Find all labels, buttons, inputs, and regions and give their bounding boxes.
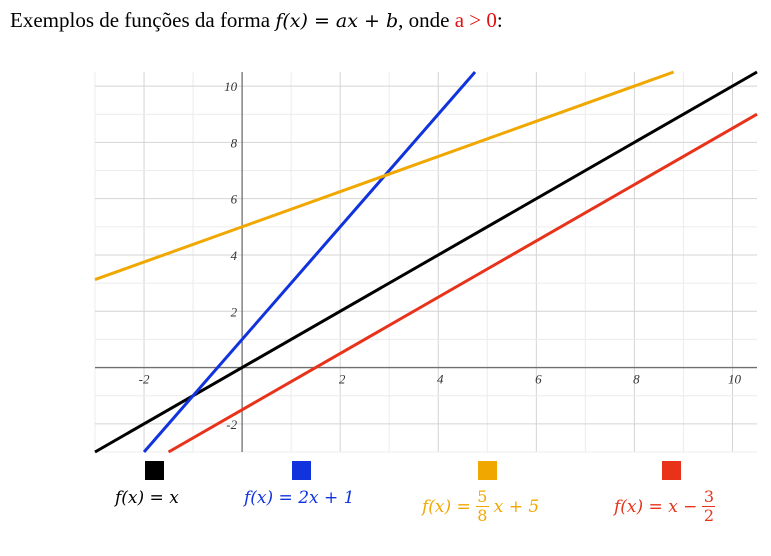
legend-swatch-blue [292, 461, 311, 480]
legend-label-identity: f(x) = x [115, 488, 179, 508]
legend-label-text: f(x) = x [115, 488, 179, 508]
legend-fraction: 5 8 [475, 487, 489, 525]
x-tick-label: 6 [535, 372, 542, 387]
y-tick-label: 2 [231, 304, 238, 319]
x-tick-label: 8 [633, 372, 640, 387]
legend-label-text: f(x) = 2x + 1 [244, 488, 355, 508]
heading-formula: f(x) = ax + b [275, 10, 399, 32]
tick-labels: -2 2 4 6 8 10 -2 2 4 6 8 10 [139, 79, 742, 432]
heading-prefix: Exemplos de funções da forma [10, 8, 276, 32]
legend-label-2x-plus-1: f(x) = 2x + 1 [244, 488, 354, 508]
x-tick-label: 10 [728, 372, 742, 387]
axes [95, 72, 757, 452]
legend-swatch-black [145, 461, 164, 480]
y-tick-label: 6 [231, 192, 238, 207]
x-tick-label: 2 [339, 372, 346, 387]
heading-middle: , onde [398, 8, 455, 32]
legend-swatch-red [662, 461, 681, 480]
y-tick-label: 10 [224, 79, 238, 94]
y-tick-label: 4 [231, 248, 238, 263]
legend-label-x-minus-3-2: f(x) = x − 3 2 [614, 487, 716, 525]
fraction-denominator: 8 [477, 506, 488, 525]
heading-condition: a > 0 [454, 8, 497, 32]
series-line-1 [142, 71, 477, 453]
legend-label-text: x + 5 [493, 496, 540, 517]
y-tick-label: 8 [231, 135, 238, 150]
series-line-3 [167, 112, 758, 454]
fraction-numerator: 3 [703, 487, 715, 506]
legend-fraction: 3 2 [702, 487, 716, 525]
legend-label-text: f(x) = [422, 496, 471, 517]
y-tick-label: -2 [226, 417, 237, 432]
series-line-2 [94, 70, 675, 282]
fraction-denominator: 2 [703, 506, 715, 525]
page-heading: Exemplos de funções da forma f(x) = ax +… [10, 8, 503, 33]
fraction-numerator: 5 [477, 487, 488, 506]
x-tick-label: -2 [139, 372, 150, 387]
legend-label-5-8x-plus-5: f(x) = 5 8 x + 5 [422, 488, 539, 525]
heading-suffix: : [496, 8, 503, 32]
series-lines [94, 70, 758, 454]
series-line-0 [94, 70, 758, 454]
x-tick-label: 4 [437, 372, 444, 387]
legend-swatch-yellow [478, 461, 497, 480]
legend-label-text: f(x) = x − [614, 496, 698, 517]
